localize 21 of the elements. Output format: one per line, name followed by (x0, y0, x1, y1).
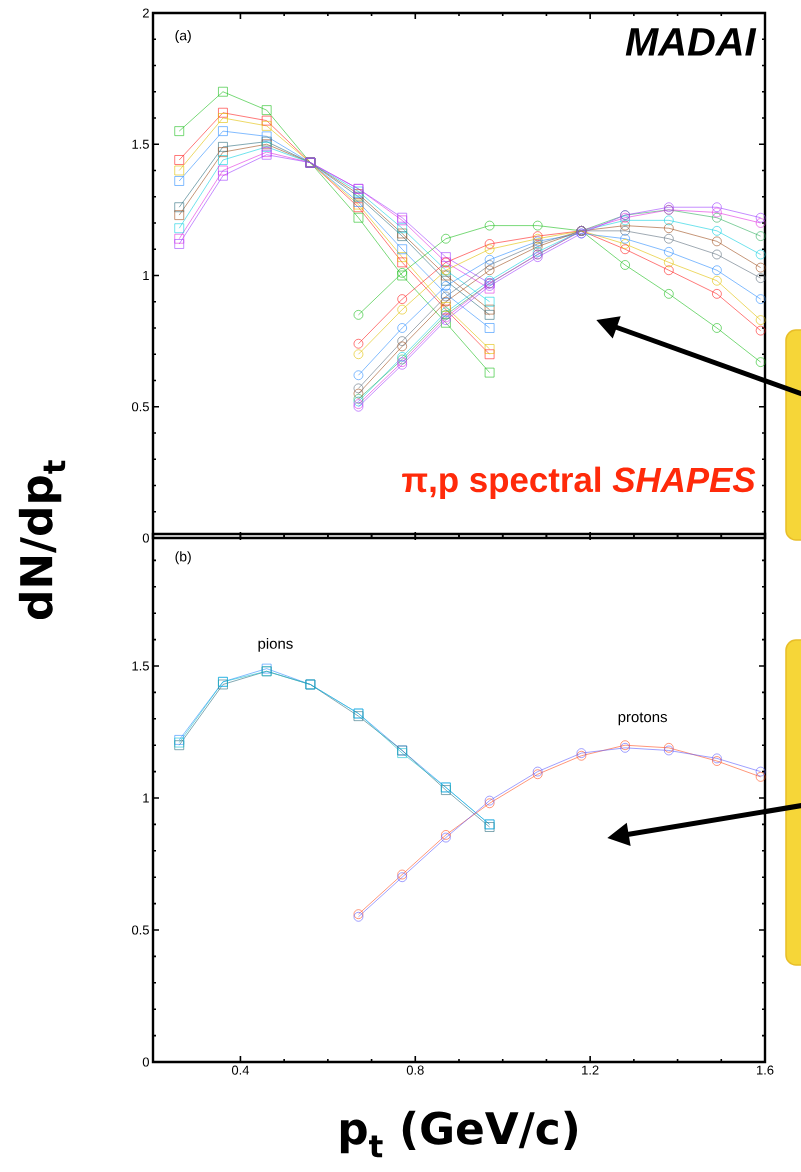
y-tick-label: 2 (142, 8, 149, 18)
annotation: pions (258, 637, 293, 652)
x-axis-title: p$_{t}$ (GeV/c) (340, 1110, 577, 1158)
y-tick-label: 1 (143, 793, 149, 803)
y-tick-label: 1.5 (132, 139, 149, 149)
annotation: protons (618, 712, 667, 726)
y-tick-label: 0.5 (131, 402, 149, 412)
y-tick-label: 0.5 (131, 925, 149, 935)
y-tick-label: 1.5 (132, 661, 149, 671)
x-tick-label: 1.6 (756, 1065, 774, 1075)
y-tick-label: 0 (142, 533, 149, 543)
y-tick-label: 0 (142, 1057, 149, 1067)
x-tick-label: 0.8 (406, 1065, 424, 1075)
y-tick-label: 1 (143, 271, 149, 280)
annotation: (b) (175, 551, 191, 565)
annotation: π,p spectral SHAPES (402, 466, 756, 500)
annotation: MADAI (625, 28, 757, 56)
x-tick-label: 1.2 (582, 1065, 599, 1075)
x-tick-label: 0.4 (231, 1065, 250, 1075)
annotation: (a) (175, 30, 191, 44)
y-axis-title: dN/dp$_{t}$ (18, 460, 66, 620)
